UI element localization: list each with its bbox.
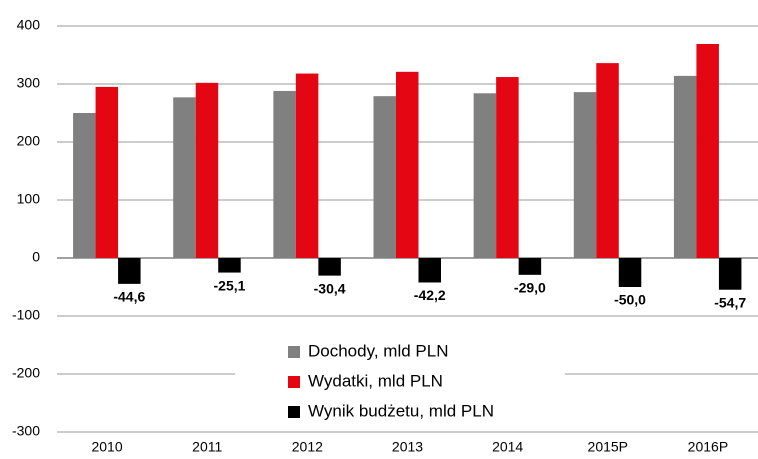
bar <box>473 93 497 258</box>
y-tick-label: -300 <box>12 423 40 439</box>
y-tick-label: -100 <box>12 307 40 323</box>
bar <box>73 113 96 258</box>
x-tick-label: 2014 <box>492 439 523 455</box>
y-tick-label: 0 <box>32 249 40 265</box>
data-label: -54,7 <box>714 294 746 310</box>
legend-label: Wydatki, mld PLN <box>308 371 443 390</box>
x-tick-label: 2016P <box>688 439 728 455</box>
x-tick-label: 2013 <box>392 439 423 455</box>
y-tick-label: 400 <box>17 17 41 33</box>
bar <box>173 97 196 258</box>
y-tick-label: -200 <box>12 365 40 381</box>
x-tick-label: 2015P <box>588 439 628 455</box>
bar <box>118 258 141 284</box>
bar <box>396 71 419 258</box>
bar <box>496 77 519 258</box>
bar <box>696 43 719 259</box>
x-tick-label: 2010 <box>91 439 122 455</box>
bar <box>673 75 697 258</box>
x-tick-label: 2012 <box>292 439 323 455</box>
legend-swatch <box>288 346 300 358</box>
bar <box>95 86 119 259</box>
legend-swatch <box>288 376 300 388</box>
bar <box>373 96 396 259</box>
y-tick-label: 200 <box>17 133 41 149</box>
bar <box>418 258 441 283</box>
x-tick-label: 2011 <box>192 439 222 455</box>
bar <box>718 258 742 290</box>
data-label: -42,2 <box>414 287 446 303</box>
bar <box>318 258 341 276</box>
y-tick-label: 100 <box>17 191 41 207</box>
data-label: -25,1 <box>214 277 246 293</box>
bar <box>596 63 619 259</box>
bar <box>295 73 319 258</box>
data-label: -50,0 <box>614 292 646 308</box>
bar <box>573 92 597 259</box>
bar <box>618 258 642 287</box>
bar <box>218 258 241 273</box>
legend-swatch <box>288 406 300 418</box>
bar <box>195 82 219 258</box>
bar <box>518 258 542 275</box>
data-label: -30,4 <box>314 280 346 296</box>
data-label: -29,0 <box>514 280 546 296</box>
bar <box>273 90 296 259</box>
legend-label: Dochody, mld PLN <box>308 341 448 360</box>
legend-label: Wynik budżetu, mld PLN <box>308 401 494 420</box>
y-tick-label: 300 <box>17 75 41 91</box>
data-label: -44,6 <box>113 289 145 305</box>
